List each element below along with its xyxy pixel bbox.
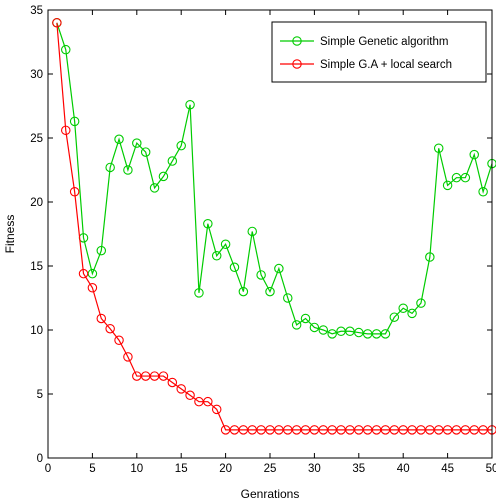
legend-entry-simple-ga: Simple Genetic algorithm bbox=[320, 36, 448, 48]
y-tick-label: 35 bbox=[30, 5, 43, 17]
x-tick-label: 25 bbox=[264, 463, 277, 475]
data-point bbox=[211, 251, 222, 261]
legend: Simple Genetic algorithm Simple G.A + lo… bbox=[271, 21, 487, 83]
data-point bbox=[300, 313, 311, 324]
data-point bbox=[61, 125, 71, 136]
data-point bbox=[318, 325, 329, 335]
data-point bbox=[123, 165, 133, 175]
data-point bbox=[87, 283, 98, 293]
data-point bbox=[114, 134, 124, 145]
data-point bbox=[194, 288, 204, 298]
data-point bbox=[114, 335, 124, 345]
data-point bbox=[203, 219, 213, 229]
data-point bbox=[380, 329, 391, 339]
data-point bbox=[309, 322, 320, 333]
x-tick-label: 35 bbox=[352, 463, 365, 475]
data-point bbox=[176, 384, 186, 394]
data-point bbox=[52, 18, 62, 28]
data-point bbox=[167, 377, 178, 388]
data-point bbox=[416, 298, 426, 308]
data-point bbox=[185, 390, 195, 401]
x-tick-label: 45 bbox=[441, 463, 454, 475]
x-tick-label: 10 bbox=[130, 463, 143, 475]
data-point bbox=[238, 286, 249, 297]
data-point bbox=[61, 44, 71, 55]
y-tick-label: 30 bbox=[30, 69, 43, 81]
y-axis-label: Fitness bbox=[3, 215, 17, 254]
x-tick-label: 5 bbox=[89, 463, 95, 475]
series-layer bbox=[52, 18, 496, 435]
x-tick-label: 15 bbox=[175, 463, 188, 475]
data-point bbox=[185, 99, 195, 110]
data-point bbox=[123, 352, 133, 362]
data-point bbox=[176, 140, 186, 151]
x-tick-label: 20 bbox=[219, 463, 232, 475]
data-point bbox=[140, 147, 151, 157]
series-simple-g-a-local-search bbox=[52, 18, 496, 435]
data-point bbox=[132, 138, 142, 148]
x-tick-label: 40 bbox=[397, 463, 410, 475]
y-tick-label: 15 bbox=[30, 261, 43, 273]
data-point bbox=[96, 313, 107, 324]
data-point bbox=[460, 172, 471, 183]
data-point bbox=[69, 187, 80, 197]
x-tick-label: 0 bbox=[45, 463, 51, 475]
y-tick-label: 0 bbox=[37, 453, 43, 465]
data-point bbox=[469, 149, 479, 160]
data-point bbox=[256, 270, 266, 280]
y-tick-label: 5 bbox=[37, 389, 43, 401]
data-point bbox=[247, 226, 257, 237]
data-point bbox=[291, 320, 302, 330]
axes: 0 5 10 15 20 25 30 35 40 45 50 0 5 10 15 20 25 30 35 bbox=[30, 5, 496, 475]
data-point bbox=[283, 293, 293, 303]
data-point bbox=[211, 404, 222, 415]
data-point bbox=[149, 183, 160, 193]
legend-marker-ga-local-search bbox=[292, 59, 302, 69]
x-tick-label: 50 bbox=[486, 463, 496, 475]
data-point bbox=[354, 327, 364, 338]
data-point bbox=[158, 171, 169, 182]
data-point bbox=[105, 323, 115, 334]
data-point bbox=[229, 262, 240, 273]
data-point bbox=[220, 239, 231, 249]
data-point bbox=[345, 326, 355, 337]
data-point bbox=[105, 162, 115, 173]
data-point bbox=[158, 371, 169, 381]
x-axis-label: Genrations bbox=[241, 487, 300, 501]
plot-background bbox=[48, 10, 492, 458]
plot-area bbox=[48, 10, 492, 458]
data-point bbox=[167, 156, 178, 166]
data-point bbox=[203, 396, 213, 407]
data-point bbox=[265, 286, 275, 297]
y-tick-label: 10 bbox=[30, 325, 43, 337]
data-point bbox=[274, 263, 284, 274]
legend-box bbox=[271, 21, 487, 83]
data-point bbox=[398, 303, 408, 313]
data-point bbox=[96, 245, 107, 256]
data-point bbox=[69, 116, 80, 127]
data-point bbox=[78, 268, 89, 279]
data-point bbox=[442, 180, 453, 191]
legend-marker-simple-ga bbox=[292, 36, 302, 46]
y-tick-label: 20 bbox=[30, 197, 43, 209]
data-point bbox=[389, 312, 400, 322]
data-point bbox=[433, 143, 444, 153]
legend-entry-ga-local-search: Simple G.A + local search bbox=[320, 59, 452, 71]
y-tick-label: 25 bbox=[30, 133, 43, 145]
x-tick-label: 30 bbox=[308, 463, 321, 475]
data-point bbox=[478, 187, 488, 197]
data-point bbox=[407, 308, 417, 319]
data-point bbox=[327, 329, 337, 339]
data-point bbox=[425, 252, 435, 262]
